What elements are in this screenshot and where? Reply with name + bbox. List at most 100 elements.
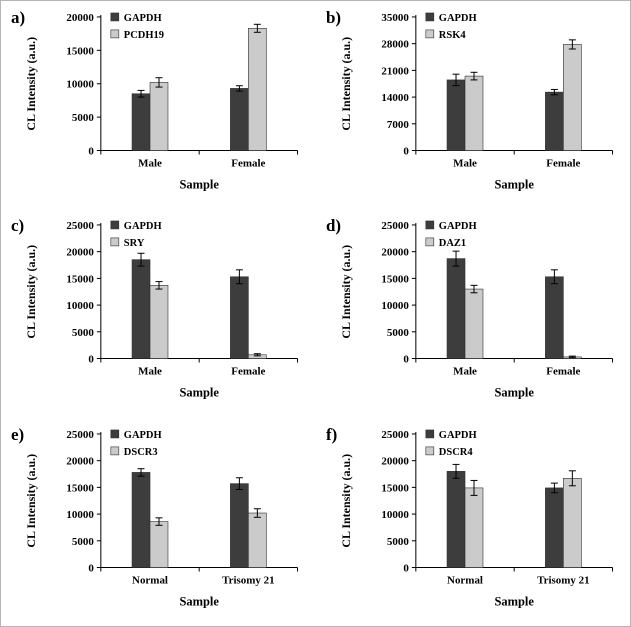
bar-chart-b: b) 0 7000 14000 21000 28000 35000 Male Female GAP… [325, 8, 613, 191]
bar-gapdh-female [544, 276, 564, 360]
legend-label-rsk4: RSK4 [438, 30, 466, 41]
legend-label-gapdh: GAPDH [438, 13, 476, 24]
legend-swatch-dscr4 [425, 446, 434, 455]
bar-gapdh-normal [446, 470, 465, 568]
legend-label-dscr4: DSCR4 [438, 447, 473, 458]
category-label: Female [546, 157, 580, 169]
panel-letter: a) [11, 8, 25, 27]
y-tick-label: 25000 [381, 429, 409, 441]
y-tick-label: 20000 [66, 247, 94, 259]
bar-gapdh-male [131, 93, 151, 151]
x-axis-title: Sample [494, 177, 534, 191]
x-axis-title: Sample [494, 386, 534, 400]
y-tick-label: 10000 [66, 79, 94, 91]
y-tick-label: 0 [88, 146, 94, 158]
legend-swatch-gapdh [110, 429, 120, 438]
legend-swatch-gapdh [110, 220, 120, 230]
bar-dscr3-normal [149, 520, 169, 568]
y-tick-label: 20000 [381, 247, 409, 259]
legend-swatch-gapdh [110, 12, 120, 22]
bar-pcdh19-male [149, 82, 169, 151]
bar-chart-c: c) 0 5000 10000 15000 20000 25000 Male Female GAP… [11, 216, 299, 400]
category-label: Trisomy 21 [537, 574, 590, 586]
bar-gapdh-trisomy-21 [230, 482, 249, 568]
y-tick-label: 25000 [381, 220, 409, 232]
y-tick-label: 15000 [66, 274, 94, 286]
y-tick-label: 35000 [381, 12, 409, 24]
bar-dscr3-trisomy-21 [248, 512, 267, 568]
bar-chart-a: a) 0 5000 10000 15000 20000 Male Female GAPDH PCD… [11, 8, 299, 191]
bar-gapdh-female [230, 88, 249, 151]
category-label: Female [231, 157, 265, 169]
y-tick-label: 0 [88, 562, 94, 574]
legend-label-gapdh: GAPDH [124, 13, 162, 24]
bar-rsk4-female [562, 44, 582, 151]
y-tick-label: 5000 [72, 327, 94, 339]
x-axis-title: Sample [494, 594, 534, 608]
legend-label-gapdh: GAPDH [124, 221, 162, 232]
panel-letter: b) [325, 8, 340, 27]
y-tick-label: 28000 [381, 39, 409, 51]
legend-label-sry: SRY [124, 238, 145, 249]
y-axis-title: CL Intensity (a.u.) [338, 37, 352, 131]
chart-panel-b: b) 0 7000 14000 21000 28000 35000 Male Female GAP… [316, 1, 631, 209]
bar-gapdh-female [544, 91, 564, 151]
bar-gapdh-male [131, 259, 151, 360]
chart-panel-f: f) 0 5000 10000 15000 20000 25000 Normal Trisomy… [316, 418, 631, 626]
panel-letter: f) [325, 425, 336, 444]
y-axis-title: CL Intensity (a.u.) [24, 37, 38, 131]
bar-pcdh19-female [248, 28, 267, 151]
y-tick-label: 14000 [381, 92, 409, 104]
legend-swatch-daz1 [425, 237, 434, 247]
bar-gapdh-male [446, 258, 465, 360]
category-label: Trisomy 21 [222, 574, 275, 586]
y-tick-label: 15000 [66, 45, 94, 57]
legend-label-daz1: DAZ1 [438, 238, 465, 249]
y-axis-title: CL Intensity (a.u.) [24, 245, 38, 339]
y-axis-title: CL Intensity (a.u.) [338, 245, 352, 339]
legend-label-pcdh19: PCDH19 [124, 30, 164, 41]
category-label: Female [231, 366, 265, 378]
legend-swatch-gapdh [425, 429, 434, 438]
legend-swatch-gapdh [425, 220, 434, 230]
y-tick-label: 15000 [381, 482, 409, 494]
y-tick-label: 25000 [66, 429, 94, 441]
legend-swatch-sry [110, 237, 120, 247]
legend-label-gapdh: GAPDH [124, 430, 162, 441]
bar-gapdh-trisomy-21 [544, 487, 564, 568]
legend-swatch-rsk4 [425, 29, 434, 39]
category-label: Male [138, 157, 162, 169]
chart-panel-a: a) 0 5000 10000 15000 20000 Male Female GAPDH PCD… [1, 1, 316, 209]
y-tick-label: 10000 [66, 509, 94, 521]
y-tick-label: 10000 [381, 300, 409, 312]
category-label: Normal [447, 574, 483, 586]
y-tick-label: 0 [403, 146, 409, 158]
bar-gapdh-male [446, 79, 465, 151]
category-label: Male [138, 366, 162, 378]
y-tick-label: 25000 [66, 220, 94, 232]
y-tick-label: 10000 [66, 300, 94, 312]
bar-chart-e: e) 0 5000 10000 15000 20000 25000 Normal Trisomy… [11, 425, 299, 608]
bar-chart-f: f) 0 5000 10000 15000 20000 25000 Normal Trisomy… [325, 425, 613, 608]
category-label: Female [546, 366, 580, 378]
y-tick-label: 5000 [386, 535, 408, 547]
bar-dscr4-trisomy-21 [562, 477, 582, 568]
y-tick-label: 15000 [381, 274, 409, 286]
bar-gapdh-female [230, 276, 249, 360]
y-tick-label: 0 [403, 354, 409, 366]
bar-dscr4-normal [464, 487, 483, 568]
y-tick-label: 21000 [381, 65, 409, 77]
chart-panel-c: c) 0 5000 10000 15000 20000 25000 Male Female GAP… [1, 209, 316, 417]
bar-sry-male [149, 285, 169, 360]
y-tick-label: 7000 [386, 119, 408, 131]
y-tick-label: 0 [88, 354, 94, 366]
bar-rsk4-male [464, 75, 483, 151]
chart-panel-d: d) 0 5000 10000 15000 20000 25000 Male Female GAP… [316, 209, 631, 417]
y-axis-title: CL Intensity (a.u.) [24, 454, 38, 548]
y-tick-label: 15000 [66, 482, 94, 494]
y-tick-label: 20000 [381, 455, 409, 467]
legend-label-dscr3: DSCR3 [124, 447, 158, 458]
bar-daz1-male [464, 289, 483, 360]
panel-letter: e) [11, 425, 24, 444]
chart-panel-e: e) 0 5000 10000 15000 20000 25000 Normal Trisomy… [1, 418, 316, 626]
